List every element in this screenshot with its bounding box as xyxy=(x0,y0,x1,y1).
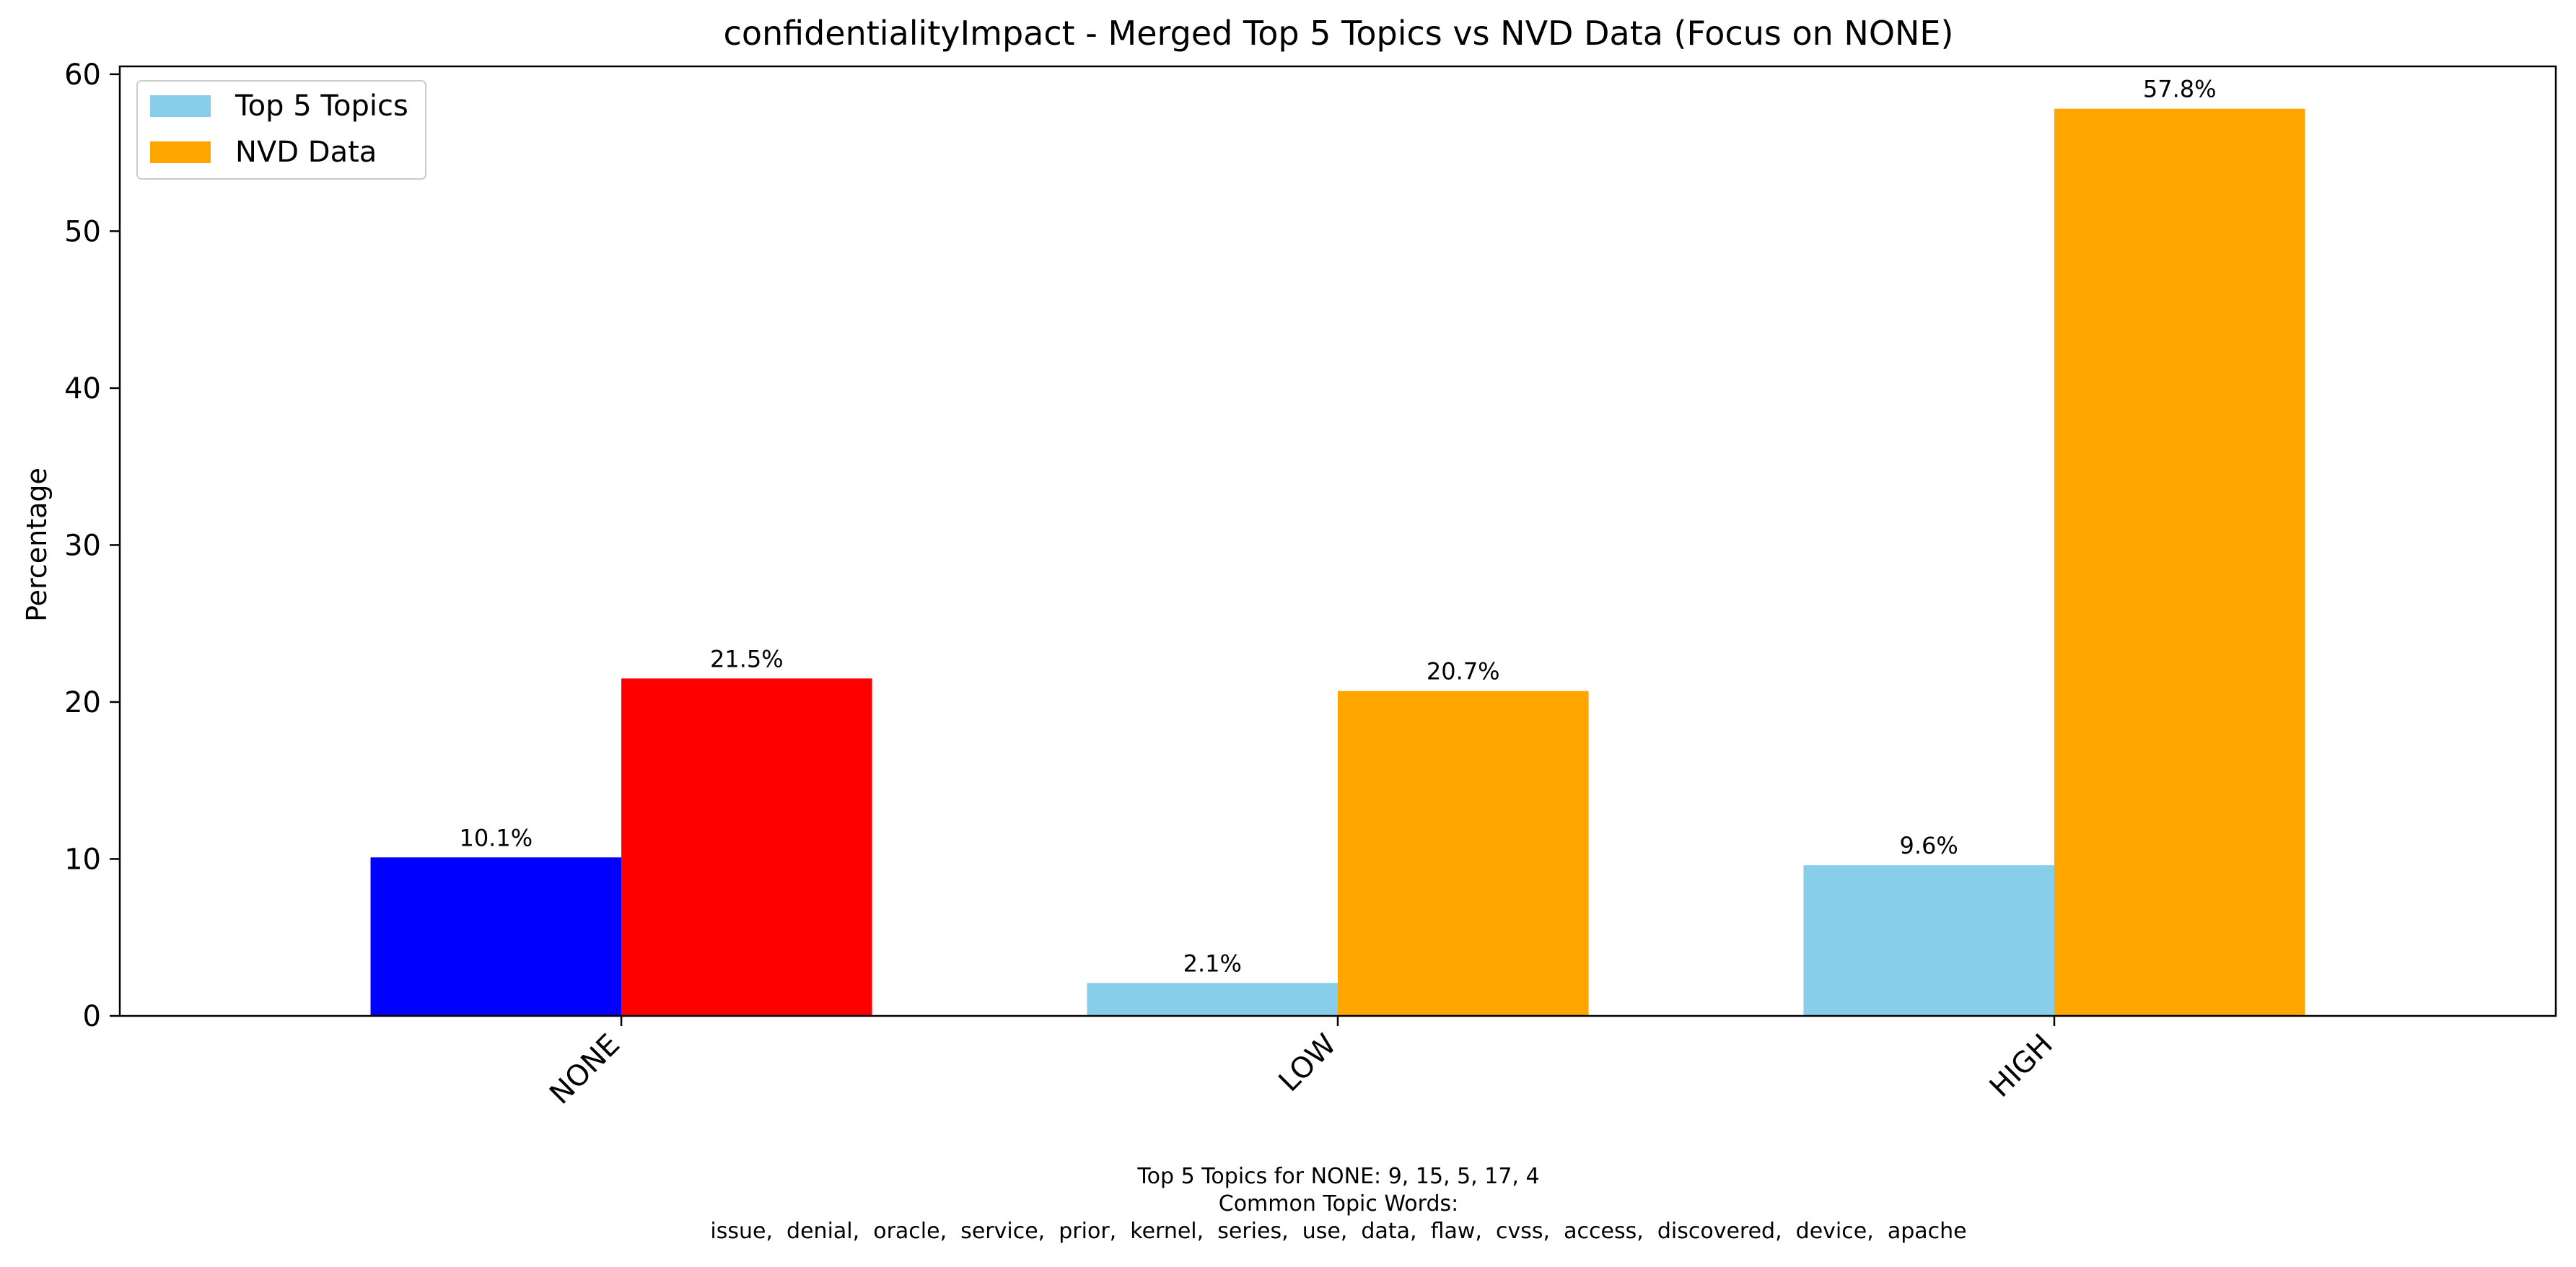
y-axis: 0 10 20 30 40 50 60 xyxy=(64,58,120,1033)
chart-title: confidentialityImpact - Merged Top 5 Top… xyxy=(724,14,1954,53)
bar-nvd-data-high xyxy=(2054,108,2305,1016)
y-tick-label: 10 xyxy=(64,843,101,876)
bar-top-5-topics-high xyxy=(1803,865,2054,1016)
legend: Top 5 Topics NVD Data xyxy=(136,80,426,180)
y-tick-label: 30 xyxy=(64,529,101,562)
legend-swatch-nvd-data xyxy=(150,141,211,163)
value-label-nvd-data-low: 20.7% xyxy=(1427,658,1500,685)
y-tick-label: 50 xyxy=(64,215,101,248)
bar-nvd-data-none xyxy=(621,678,872,1016)
y-tick-label: 0 xyxy=(83,1000,101,1033)
y-tick-label: 60 xyxy=(64,58,101,92)
value-label-top-5-topics-high: 9.6% xyxy=(1900,832,1958,859)
footnote-common-words-list: issue, denial, oracle, service, prior, k… xyxy=(710,1219,1966,1244)
y-tick-label: 20 xyxy=(64,686,101,719)
y-tick-label: 40 xyxy=(64,372,101,405)
value-label-top-5-topics-none: 10.1% xyxy=(459,824,533,851)
bar-nvd-data-low xyxy=(1338,691,1589,1016)
plot-area-frame xyxy=(118,65,2557,1017)
value-label-nvd-data-high: 57.8% xyxy=(2143,76,2217,103)
legend-label-nvd-data: NVD Data xyxy=(235,136,377,169)
legend-label-top-5-topics: Top 5 Topics xyxy=(235,89,408,123)
bar-top-5-topics-none xyxy=(370,857,622,1016)
bar-top-5-topics-low xyxy=(1087,983,1338,1016)
value-label-top-5-topics-low: 2.1% xyxy=(1183,950,1242,977)
value-labels-group: 10.1% 2.1% 9.6% 21.5% 20.7% 57.8% xyxy=(459,76,2216,978)
y-axis-label: Percentage xyxy=(21,468,53,622)
bars-group xyxy=(370,108,2305,1016)
value-label-nvd-data-none: 21.5% xyxy=(710,645,784,672)
footnote-common-words-heading: Common Topic Words: xyxy=(1219,1191,1459,1216)
legend-swatch-top-5-topics xyxy=(150,95,211,117)
footnote-block: Top 5 Topics for NONE: 9, 15, 5, 17, 4 C… xyxy=(710,1164,1966,1244)
footnote-top-topics: Top 5 Topics for NONE: 9, 15, 5, 17, 4 xyxy=(1136,1164,1539,1189)
